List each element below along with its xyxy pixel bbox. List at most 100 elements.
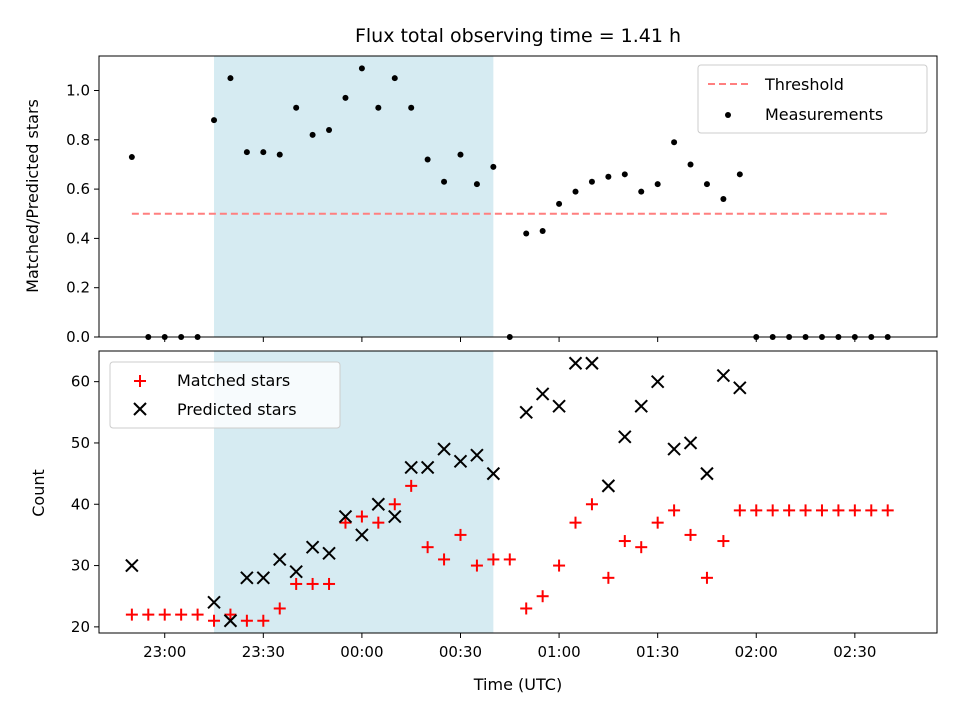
measurement-point	[211, 117, 218, 124]
predicted-star-point	[535, 387, 550, 401]
matched-star-point	[700, 571, 713, 584]
predicted-star-point	[437, 442, 451, 456]
ratio-y-tick-label: 0.2	[66, 279, 90, 297]
matched-stars-series	[125, 479, 894, 627]
predicted-star-point	[240, 571, 254, 585]
measurement-point	[621, 171, 628, 178]
ratio-y-tick-label: 0.4	[66, 229, 90, 247]
measurement-point	[293, 104, 300, 111]
predicted-star-point	[453, 454, 468, 469]
matched-star-point	[717, 535, 730, 548]
matched-star-point	[536, 590, 549, 603]
matched-star-point	[602, 571, 615, 584]
matched-star-point	[783, 504, 796, 517]
predicted-star-point	[125, 558, 139, 573]
measurement-point	[424, 156, 431, 163]
measurement-point	[490, 163, 497, 170]
x-tick-label: 23:30	[242, 643, 285, 661]
predicted-legend-marker	[133, 402, 147, 416]
measurement-point	[588, 178, 595, 185]
matched-star-point	[470, 559, 483, 572]
predicted-star-point	[207, 595, 221, 610]
matched-legend-label: Matched stars	[177, 371, 290, 390]
measurement-point	[276, 151, 283, 158]
matched-star-point	[553, 559, 566, 572]
ratio-y-tick-label: 0.6	[66, 180, 90, 198]
matched-star-point	[651, 516, 664, 529]
measurement-point	[539, 228, 546, 235]
measurement-point	[473, 181, 480, 188]
ratio-y-axis-label: Matched/Predicted stars	[23, 99, 42, 293]
measurement-point	[654, 181, 661, 188]
matched-star-point	[191, 608, 204, 621]
measurements-legend-label: Measurements	[765, 105, 883, 124]
measurements-legend-marker	[725, 112, 731, 118]
matched-star-point	[142, 608, 155, 621]
measurement-point	[736, 171, 743, 178]
ratio-y-tick-label: 0.0	[66, 328, 90, 346]
matched-star-point	[125, 608, 138, 621]
matched-star-point	[421, 541, 434, 554]
measurement-point	[227, 75, 234, 82]
measurement-point	[128, 154, 135, 161]
measurement-point	[572, 188, 579, 195]
x-tick-label: 23:00	[143, 643, 186, 661]
matched-star-point	[388, 498, 401, 511]
predicted-star-point	[683, 436, 698, 450]
predicted-star-point	[305, 540, 320, 554]
predicted-star-point	[355, 528, 369, 542]
matched-star-point	[257, 614, 270, 627]
matched-star-point	[339, 516, 352, 529]
measurement-point	[638, 188, 645, 195]
measurement-point	[523, 230, 530, 237]
measurement-point	[243, 149, 250, 156]
observing-interval-shade	[214, 56, 494, 337]
count-legend-box	[109, 361, 341, 429]
matched-star-point	[323, 577, 336, 590]
x-tick-label: 00:00	[340, 643, 383, 661]
matched-star-point	[224, 608, 237, 621]
count-y-tick-label: 40	[71, 495, 90, 513]
measurement-point	[326, 126, 333, 133]
ratio-legend-box	[697, 64, 928, 134]
predicted-star-point	[552, 399, 566, 413]
count-y-axis: 20 30 40 50 60	[71, 373, 99, 636]
predicted-star-point	[338, 509, 353, 524]
matched-star-point	[668, 504, 681, 517]
x-tick-label: 01:30	[636, 643, 679, 661]
matched-star-point	[208, 614, 221, 627]
x-axis-label: Time (UTC)	[473, 675, 562, 694]
measurement-point	[260, 149, 267, 156]
predicted-star-point	[256, 571, 271, 585]
matched-star-point	[815, 504, 828, 517]
x-tick-label: 02:30	[833, 643, 876, 661]
matched-star-point	[372, 516, 385, 529]
matched-star-point	[766, 504, 779, 517]
predicted-star-point	[470, 448, 484, 462]
threshold-legend-label: Threshold	[764, 75, 844, 94]
matched-star-point	[848, 504, 861, 517]
matched-star-point	[355, 510, 368, 523]
measurement-point	[408, 104, 415, 111]
measurement-point	[391, 75, 398, 82]
predicted-star-point	[733, 381, 747, 395]
x-tick-label: 02:00	[735, 643, 778, 661]
predicted-star-point	[568, 356, 583, 370]
count-y-tick-label: 30	[71, 557, 90, 575]
matched-star-point	[290, 577, 303, 590]
matched-star-point	[569, 516, 582, 529]
predicted-star-point	[519, 405, 533, 420]
predicted-star-point	[273, 552, 287, 567]
predicted-star-point	[650, 374, 665, 389]
matched-star-point	[503, 553, 516, 566]
matched-star-point	[585, 498, 598, 511]
matched-star-point	[487, 553, 500, 566]
matched-star-point	[684, 528, 697, 541]
predicted-star-point	[388, 509, 402, 524]
ratio-y-axis: 0.0 0.2 0.4 0.6 0.8 1.0	[66, 82, 99, 346]
count-legend: Matched stars Predicted stars	[109, 361, 341, 429]
matched-star-point	[306, 577, 319, 590]
count-panel-frame	[98, 350, 938, 634]
measurement-point	[671, 139, 678, 146]
matched-legend-marker	[134, 375, 146, 387]
